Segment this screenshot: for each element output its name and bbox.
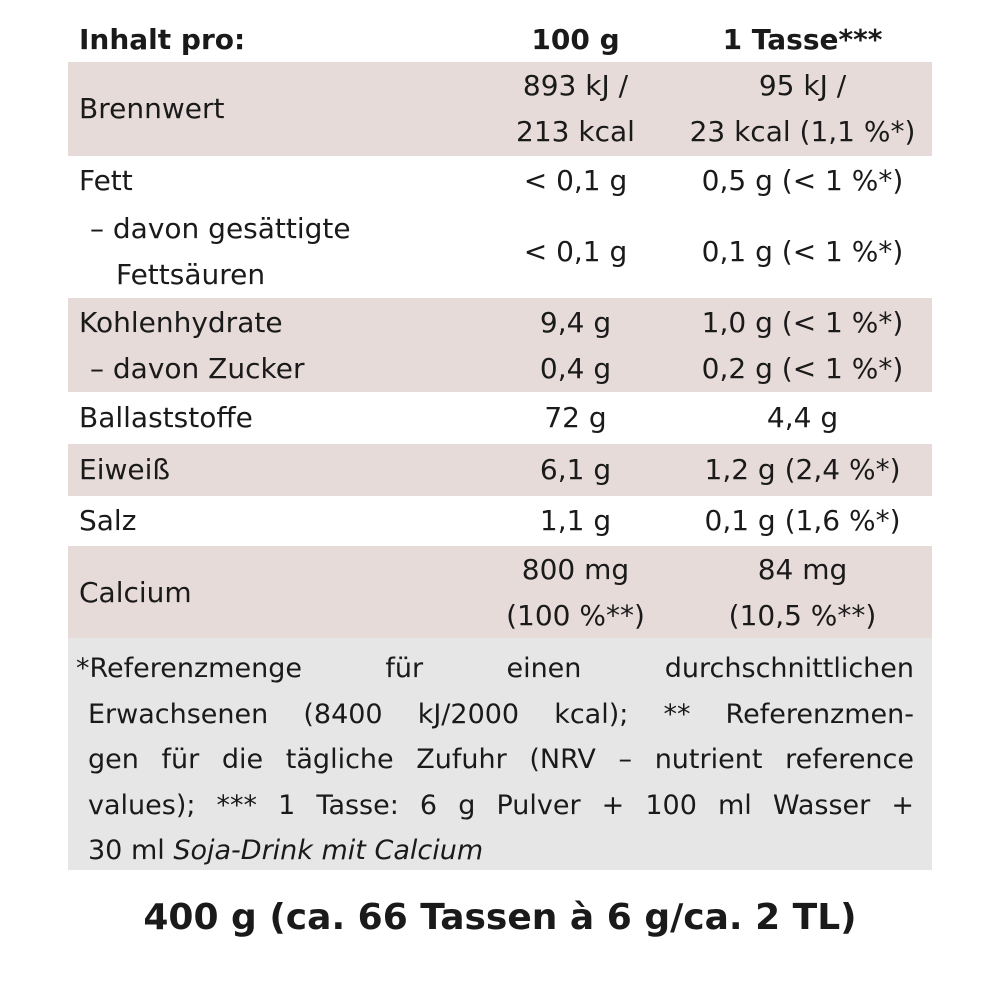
row-zucker: – davon Zucker 0,4 g 0,2 g (< 1 %*): [68, 346, 932, 392]
value-100g: 72 g: [544, 401, 607, 434]
nutrition-table: Inhalt pro: 100 g 1 Tasse*** Brennwert 8…: [68, 18, 932, 640]
value-cup: 1,0 g (< 1 %*): [701, 306, 904, 339]
value-cup: 0,2 g (< 1 %*): [701, 352, 904, 385]
value-cup: 0,1 g (1,6 %*): [704, 504, 901, 537]
footnote-line: values); *** 1 Tasse: 6 g Pulver + 100 m…: [88, 789, 914, 821]
value-cup: 84 mg (10,5 %**): [673, 547, 932, 639]
value-cup: 95 kJ / 23 kcal (1,1 %*): [673, 63, 932, 155]
row-eiweiss: Eiweiß 6,1 g 1,2 g (2,4 %*): [68, 444, 932, 496]
value-100g: 893 kJ / 213 kcal: [478, 63, 673, 155]
footnote-text: 30 ml: [88, 835, 174, 866]
carbs-group: Kohlenhydrate 9,4 g 1,0 g (< 1 %*) – dav…: [68, 298, 932, 392]
footnote-line: *Referenzmenge für einen durchschnittlic…: [76, 653, 914, 684]
nutrient-label: Fett: [79, 164, 133, 197]
footnote: *Referenzmenge für einen durchschnittlic…: [68, 638, 932, 870]
nutrient-label: Brennwert: [79, 92, 225, 125]
nutrient-label: Eiweiß: [79, 453, 171, 486]
footnote-line: Erwachsenen (8400 kJ/2000 kcal); ** Refe…: [88, 698, 914, 730]
row-gesaettigte-fettsaeuren: – davon gesättigte Fettsäuren < 0,1 g 0,…: [68, 206, 932, 298]
row-fett: Fett < 0,1 g 0,5 g (< 1 %*): [68, 156, 932, 206]
row-brennwert: Brennwert 893 kJ / 213 kcal 95 kJ / 23 k…: [68, 62, 932, 156]
value-cup: 4,4 g: [766, 401, 839, 434]
nutrient-label: – davon Zucker: [90, 352, 305, 385]
value-line: 84 mg: [757, 553, 848, 586]
value-100g: 9,4 g: [539, 306, 612, 339]
table-header: Inhalt pro: 100 g 1 Tasse***: [68, 18, 932, 62]
value-100g: 6,1 g: [539, 453, 612, 486]
value-cup: 0,1 g (< 1 %*): [701, 235, 904, 268]
value-cup: 0,5 g (< 1 %*): [701, 164, 904, 197]
label-line: Fettsäuren: [116, 258, 266, 291]
row-ballaststoffe: Ballaststoffe 72 g 4,4 g: [68, 392, 932, 444]
label-line: – davon gesättigte: [90, 212, 351, 245]
value-cup: 1,2 g (2,4 %*): [704, 453, 901, 486]
value-line: (10,5 %**): [728, 599, 877, 632]
value-line: 800 mg: [521, 553, 630, 586]
nutrient-label: – davon gesättigte Fettsäuren: [68, 206, 478, 298]
value-100g: 0,4 g: [539, 352, 612, 385]
footnote-line: gen für die tägliche Zufuhr (NRV – nutri…: [88, 744, 914, 775]
row-calcium: Calcium 800 mg (100 %**) 84 mg (10,5 %**…: [68, 546, 932, 640]
value-100g: 1,1 g: [539, 504, 612, 537]
package-size: 400 g (ca. 66 Tassen à 6 g/ca. 2 TL): [143, 897, 857, 938]
value-line: 213 kcal: [516, 115, 635, 148]
value-100g: < 0,1 g: [523, 235, 628, 268]
nutrient-label: Salz: [79, 504, 137, 537]
footnote-italic-text: Soja-Drink mit Calcium: [173, 835, 484, 866]
header-per-cup: 1 Tasse***: [722, 23, 883, 56]
nutrient-label: Ballaststoffe: [79, 401, 253, 434]
value-100g: 800 mg (100 %**): [478, 547, 673, 639]
value-line: 95 kJ /: [758, 69, 847, 102]
nutrient-label: Calcium: [79, 576, 192, 609]
value-line: (100 %**): [506, 599, 645, 632]
header-per-100g: 100 g: [531, 23, 620, 56]
header-label: Inhalt pro:: [79, 23, 246, 56]
value-100g: < 0,1 g: [523, 164, 628, 197]
value-line: 23 kcal (1,1 %*): [689, 115, 916, 148]
footnote-line: 30 ml Soja-Drink mit Calcium: [76, 828, 914, 874]
row-kohlenhydrate: Kohlenhydrate 9,4 g 1,0 g (< 1 %*): [68, 300, 932, 346]
row-salz: Salz 1,1 g 0,1 g (1,6 %*): [68, 496, 932, 546]
nutrient-label: Kohlenhydrate: [79, 306, 283, 339]
value-line: 893 kJ /: [522, 69, 629, 102]
